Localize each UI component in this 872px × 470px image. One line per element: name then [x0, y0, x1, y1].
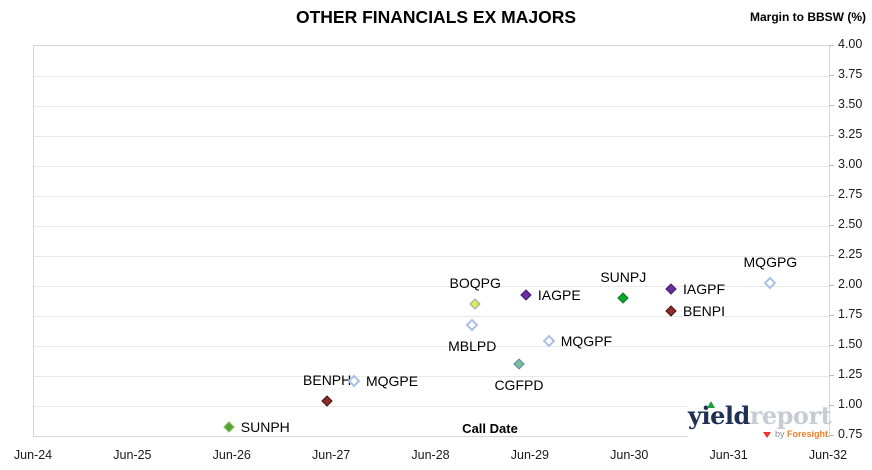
gridline-y-3.00 — [34, 166, 829, 167]
y-tick-mark — [829, 165, 834, 166]
y-tick-mark — [829, 405, 834, 406]
y-tick-mark — [829, 135, 834, 136]
y-tick-label-4.00: 4.00 — [838, 37, 863, 51]
gridline-y-2.25 — [34, 256, 829, 257]
point-label-IAGPF: IAGPF — [682, 280, 725, 297]
x-tick-label-Jun-28: Jun-28 — [411, 448, 450, 462]
x-tick-label-Jun-25: Jun-25 — [113, 448, 152, 462]
point-label-BENPH: BENPH — [303, 372, 352, 389]
logo-up-triangle-icon — [707, 401, 715, 408]
y-tick-mark — [829, 435, 834, 436]
y-tick-label-2.00: 2.00 — [838, 277, 863, 291]
y-tick-label-1.75: 1.75 — [838, 307, 863, 321]
x-tick-label-Jun-27: Jun-27 — [312, 448, 351, 462]
y-tick-mark — [829, 75, 834, 76]
y-tick-label-3.00: 3.00 — [838, 157, 863, 171]
logo-down-triangle-icon — [762, 431, 771, 438]
y-tick-label-2.25: 2.25 — [838, 247, 863, 261]
y-tick-label-1.50: 1.50 — [838, 337, 863, 351]
gridline-y-2.00 — [34, 286, 829, 287]
y-tick-label-3.25: 3.25 — [838, 127, 863, 141]
point-label-BOQPG: BOQPG — [449, 275, 501, 292]
y-tick-mark — [829, 375, 834, 376]
x-tick-label-Jun-24: Jun-24 — [13, 448, 53, 462]
y-tick-label-2.50: 2.50 — [838, 217, 863, 231]
point-label-MQGPE: MQGPE — [365, 373, 419, 389]
y-tick-label-2.75: 2.75 — [838, 187, 863, 201]
y-tick-mark — [829, 225, 834, 226]
y-tick-mark — [829, 345, 834, 346]
logo-byline: by Foresight — [762, 429, 828, 439]
point-label-BENPI: BENPI — [682, 303, 725, 320]
yieldreport-logo: yieldreport by Foresight — [688, 401, 832, 439]
y-tick-mark — [829, 195, 834, 196]
chart-title: OTHER FINANCIALS EX MAJORS — [295, 7, 577, 27]
gridline-y-1.50 — [34, 346, 829, 347]
x-axis-title: Call Date — [459, 421, 521, 436]
y-tick-mark — [829, 45, 834, 46]
y-tick-mark — [829, 285, 834, 286]
point-label-SUNPJ: SUNPJ — [600, 269, 647, 286]
x-tick-label-Jun-30: Jun-30 — [610, 448, 649, 462]
point-label-MBLPD: MBLPD — [448, 337, 497, 354]
gridline-y-3.50 — [34, 106, 829, 107]
gridline-y-1.75 — [34, 316, 829, 317]
plot-area — [33, 45, 830, 437]
logo-by-text: by — [774, 429, 785, 439]
gridline-y-1.25 — [34, 376, 829, 377]
y-tick-mark — [829, 105, 834, 106]
x-tick-label-Jun-31: Jun-31 — [709, 448, 748, 462]
logo-foresight-text: Foresight — [786, 429, 828, 439]
logo-yield-text: yield — [688, 401, 750, 430]
point-label-IAGPE: IAGPE — [537, 286, 581, 303]
y-tick-mark — [829, 255, 834, 256]
y-tick-label-3.75: 3.75 — [838, 67, 863, 81]
x-tick-label-Jun-26: Jun-26 — [212, 448, 251, 462]
point-label-MQGPF: MQGPF — [560, 333, 613, 350]
x-tick-label-Jun-32: Jun-32 — [808, 448, 848, 462]
gridline-y-3.25 — [34, 136, 829, 137]
y-tick-label-1.25: 1.25 — [838, 367, 863, 381]
y-tick-label-1.00: 1.00 — [838, 397, 863, 411]
point-label-MQGPG: MQGPG — [743, 253, 798, 270]
y-tick-mark — [829, 315, 834, 316]
logo-report-text: report — [749, 401, 832, 430]
gridline-y-2.75 — [34, 196, 829, 197]
gridline-y-2.50 — [34, 226, 829, 227]
point-label-SUNPH: SUNPH — [240, 418, 290, 435]
y-axis-title: Margin to BBSW (%) — [750, 10, 866, 24]
gridline-y-3.75 — [34, 76, 829, 77]
x-tick-label-Jun-29: Jun-29 — [510, 448, 549, 462]
y-tick-label-3.50: 3.50 — [838, 97, 863, 111]
point-label-CGFPD: CGFPD — [494, 377, 544, 394]
y-tick-label-0.75: 0.75 — [838, 427, 863, 441]
gridline-y-1.00 — [34, 406, 829, 407]
